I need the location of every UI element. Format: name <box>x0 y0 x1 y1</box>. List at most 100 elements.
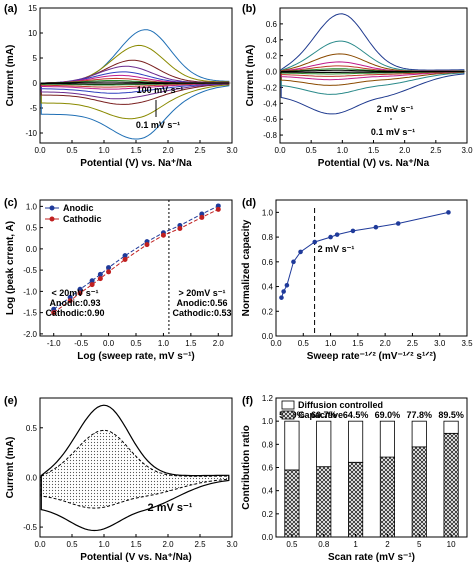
x-axis-label: Potential (V) vs. Na⁺/Na <box>318 158 430 169</box>
legend-marker <box>49 205 55 211</box>
x-tick-label: 0.5 <box>306 146 318 155</box>
annotation-left: Anodic:0.93 <box>49 298 100 308</box>
data-point <box>77 290 83 296</box>
y-tick-label: -0.5 <box>23 266 37 275</box>
legend-marker <box>49 216 55 222</box>
y-tick-label: -0.8 <box>263 131 277 140</box>
y-tick-label: -1.5 <box>23 309 37 318</box>
percent-label: 77.8% <box>406 410 432 420</box>
x-axis-label: Log (sweep rate, mV s⁻¹) <box>77 351 195 362</box>
annotation-min-rate: 0.1 mV s⁻¹ <box>371 127 415 137</box>
y-axis-label: Current (mA) <box>5 437 16 499</box>
y-tick-label: 0.0 <box>262 332 274 341</box>
bar-capacitive <box>284 469 300 538</box>
x-tick-label: 2.5 <box>407 339 419 348</box>
x-tick-label: 0.0 <box>34 146 46 155</box>
data-point <box>291 259 296 265</box>
bar-diffusion <box>379 420 395 458</box>
x-tick-label: 1.0 <box>325 339 337 348</box>
percent-label: 69.0% <box>375 410 401 420</box>
data-point <box>97 271 103 277</box>
x-tick-label: 1.0 <box>337 146 349 155</box>
y-tick-label: 10 <box>28 29 37 38</box>
x-tick-label: 1.5 <box>185 339 197 348</box>
data-point <box>334 232 340 237</box>
annotation-max-rate: 2 mV s⁻¹ <box>377 104 414 114</box>
data-point <box>446 210 451 215</box>
annotation-right: Anodic:0.56 <box>176 298 227 308</box>
annotation-max-rate: 100 mV s⁻¹ <box>137 85 184 95</box>
y-tick-label: 0.2 <box>266 52 278 61</box>
data-point <box>215 206 221 212</box>
data-point <box>298 249 303 255</box>
y-tick-label: 0.5 <box>26 424 38 433</box>
bar-diffusion <box>316 420 332 468</box>
data-point <box>160 232 166 238</box>
x-tick-label: 2 <box>385 540 390 549</box>
y-tick-label: 0.4 <box>262 283 274 292</box>
panel-label: (f) <box>242 395 253 407</box>
data-point <box>77 286 83 292</box>
x-axis-label: Potential (V) vs. Na⁺/Na <box>80 158 192 169</box>
capacity-line <box>281 211 449 298</box>
y-tick-label: -0.6 <box>263 115 277 124</box>
data-point <box>199 214 205 220</box>
legend-swatch <box>281 410 295 420</box>
data-point <box>279 295 284 300</box>
data-point <box>144 242 150 248</box>
y-tick-label: 0.6 <box>266 20 278 29</box>
x-tick-label: 1.5 <box>130 146 142 155</box>
x-tick-label: 0.0 <box>274 146 286 155</box>
y-axis-label: Normalized capacity <box>241 219 252 316</box>
y-tick-label: 0.4 <box>266 36 278 45</box>
x-tick-label: 1 <box>353 540 358 549</box>
data-point <box>122 257 128 262</box>
x-tick-label: 3.0 <box>461 146 473 155</box>
y-axis-label: Log (peak crrent, A) <box>5 221 16 315</box>
plot-frame <box>275 199 468 337</box>
y-tick-label: 0.2 <box>262 510 274 519</box>
x-tick-label: 0.5 <box>286 540 298 549</box>
x-tick-label: 1.5 <box>368 146 380 155</box>
data-point <box>284 283 290 288</box>
x-tick-label: 0.5 <box>130 339 142 348</box>
y-axis-label: Current (mA) <box>5 45 16 107</box>
x-tick-label: 10 <box>447 540 456 549</box>
x-tick-label: 0.0 <box>34 540 46 549</box>
legend-label: Capacitive <box>298 410 343 420</box>
x-tick-label: 1.0 <box>98 146 110 155</box>
y-tick-label: -0.5 <box>23 523 37 532</box>
annotation: 2 mV s⁻¹ <box>318 244 355 254</box>
bar-diffusion <box>411 420 427 448</box>
data-point <box>328 234 333 240</box>
bar-capacitive <box>348 461 364 538</box>
panel-label: (b) <box>242 3 256 15</box>
annotation-right: > 20mV s⁻¹ <box>178 288 225 298</box>
y-tick-label: -0.4 <box>263 99 277 108</box>
y-tick-label: -10 <box>25 129 37 138</box>
y-tick-label: 0.2 <box>262 307 274 316</box>
x-axis-label: Potential (V vs. Na⁺/Na) <box>80 552 191 563</box>
annotation: 2 mV s⁻¹ <box>148 502 193 514</box>
x-tick-label: 0.0 <box>270 339 282 348</box>
x-tick-label: 0.8 <box>318 540 330 549</box>
y-axis-label: Current (mA) <box>245 45 256 107</box>
y-tick-label: 0.0 <box>266 68 278 77</box>
x-tick-label: 3.0 <box>226 540 238 549</box>
data-point <box>281 289 286 294</box>
percent-label: 60.7% <box>311 410 337 420</box>
data-point <box>350 228 356 234</box>
panel-b: (b) 0.0 0.5 1.0 1.5 2.0 2.5 3.0 -0.8 -0.6 -0.4 -0.2… <box>242 3 473 169</box>
legend-label: Cathodic <box>63 214 102 224</box>
annotation-left: < 20mV s⁻¹ <box>51 288 98 298</box>
panel-label: (e) <box>4 395 18 407</box>
percent-label: 89.5% <box>438 410 464 420</box>
y-tick-label: -2.0 <box>23 330 37 339</box>
data-point <box>122 253 128 259</box>
data-point <box>51 310 57 316</box>
x-tick-label: 2.5 <box>194 146 206 155</box>
bar-diffusion <box>284 420 300 471</box>
x-tick-label: -0.5 <box>74 339 88 348</box>
y-tick-label: 0 <box>33 79 38 88</box>
data-point <box>97 276 103 282</box>
